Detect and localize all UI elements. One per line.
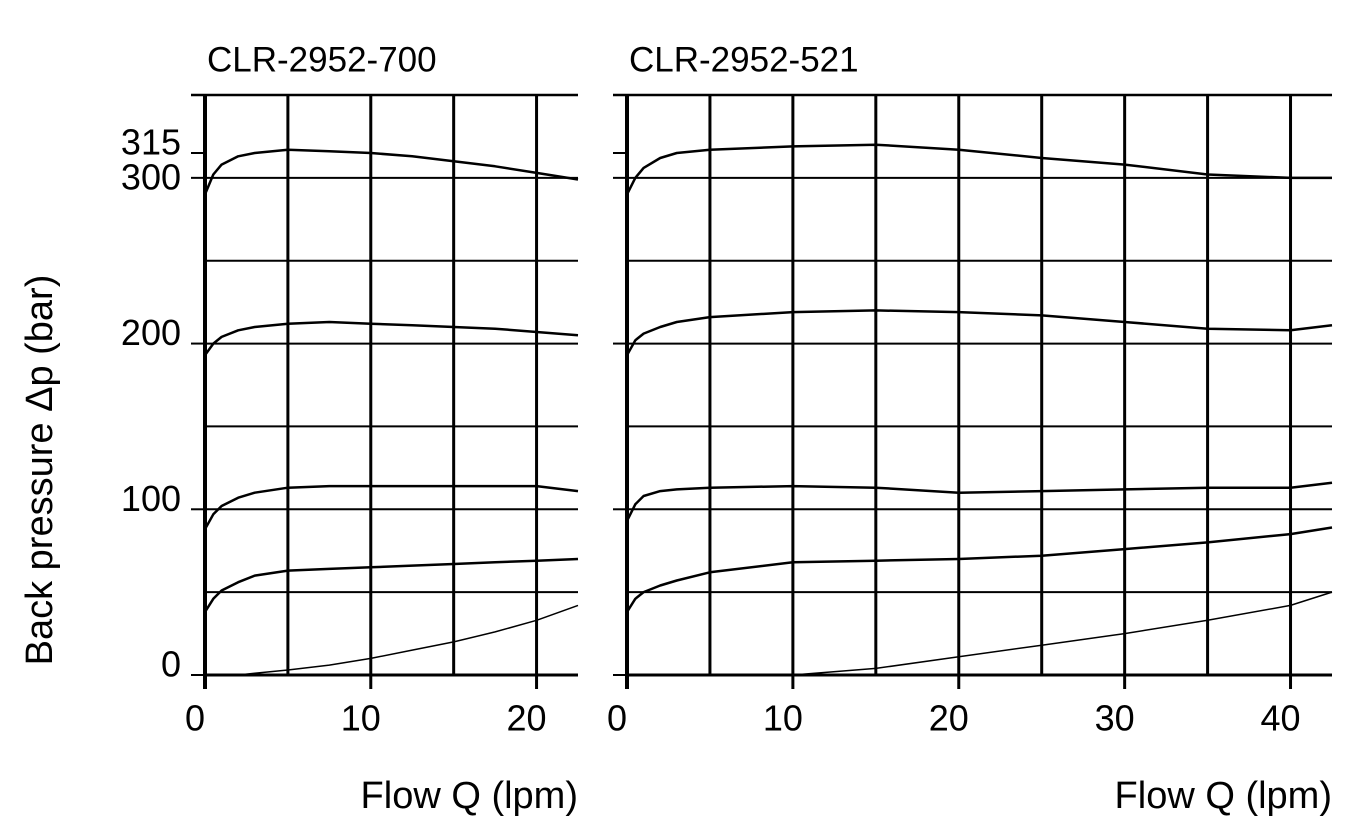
y-tick-label: 315 — [121, 122, 181, 163]
curve — [625, 526, 1333, 613]
y-tick-label: 100 — [121, 478, 181, 519]
curve — [627, 591, 1333, 676]
curve — [625, 143, 1332, 195]
y-tick-label: 300 — [121, 156, 181, 197]
x-tick-label: 20 — [929, 698, 969, 739]
panel-title: CLR-2952-521 — [629, 40, 859, 79]
x-axis-label: Flow Q (lpm) — [361, 775, 578, 817]
y-tick-label: 200 — [121, 312, 181, 353]
x-tick-label: 0 — [185, 698, 205, 739]
x-tick-label: 30 — [1095, 698, 1135, 739]
curve — [205, 604, 579, 676]
curve — [203, 557, 579, 613]
y-tick-label: 0 — [161, 644, 181, 685]
y-axis-label: Back pressure Δp (bar) — [19, 275, 61, 666]
curve — [203, 320, 579, 356]
curve — [203, 484, 579, 530]
panel-title: CLR-2952-700 — [207, 40, 437, 79]
x-tick-label: 0 — [607, 698, 627, 739]
curve — [625, 309, 1333, 356]
curve — [625, 481, 1333, 522]
x-tick-label: 10 — [763, 698, 803, 739]
x-tick-label: 20 — [507, 698, 547, 739]
curve — [203, 148, 579, 195]
x-tick-label: 40 — [1261, 698, 1301, 739]
x-axis-label: Flow Q (lpm) — [1115, 775, 1332, 817]
x-tick-label: 10 — [341, 698, 381, 739]
